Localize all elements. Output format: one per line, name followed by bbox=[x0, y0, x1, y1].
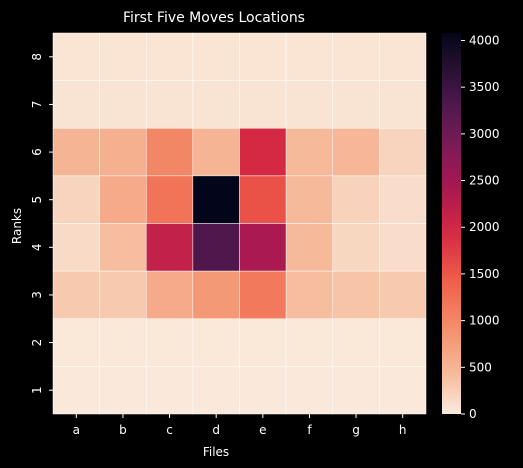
y-tick-label: 8 bbox=[30, 53, 44, 61]
heatmap-cell bbox=[52, 32, 100, 81]
colorbar-tick-label: 1500 bbox=[469, 267, 500, 281]
heatmap-cell bbox=[99, 223, 147, 272]
heatmap-cell bbox=[99, 318, 147, 367]
y-tick-label: 6 bbox=[30, 148, 44, 156]
heatmap-cell bbox=[239, 318, 287, 367]
y-tick-label: 2 bbox=[30, 339, 44, 347]
x-tick-label: f bbox=[307, 423, 312, 437]
colorbar-tick-label: 3000 bbox=[469, 127, 500, 141]
colorbar-ticks: 0 500 1000 1500 2000 2500 3000 3500 4000 bbox=[461, 33, 500, 421]
x-tick-label: b bbox=[119, 423, 127, 437]
heatmap-cell bbox=[146, 175, 194, 224]
x-tick-label: e bbox=[259, 423, 266, 437]
heatmap-cell bbox=[285, 270, 333, 319]
x-tick-label: c bbox=[166, 423, 173, 437]
colorbar bbox=[442, 33, 461, 414]
heatmap-cell bbox=[332, 318, 380, 367]
heatmap-cell bbox=[99, 270, 147, 319]
colorbar-tick-label: 3500 bbox=[469, 80, 500, 94]
heatmap-cell bbox=[285, 175, 333, 224]
x-axis-label: Files bbox=[203, 445, 229, 459]
heatmap-cell bbox=[332, 32, 380, 81]
heatmap-cell bbox=[239, 366, 287, 415]
colorbar-tick-label: 4000 bbox=[469, 33, 500, 47]
heatmap-cell bbox=[285, 366, 333, 415]
heatmap-cell bbox=[146, 270, 194, 319]
heatmap-cell bbox=[285, 80, 333, 129]
heatmap-cell bbox=[285, 318, 333, 367]
y-axis-label: Ranks bbox=[10, 208, 24, 244]
heatmap-cell bbox=[239, 175, 287, 224]
heatmap-cell bbox=[146, 366, 194, 415]
heatmap-cell bbox=[192, 80, 240, 129]
heatmap-cell bbox=[146, 318, 194, 367]
heatmap-cell bbox=[379, 32, 427, 81]
heatmap-cell bbox=[192, 318, 240, 367]
heatmap-cell bbox=[379, 175, 427, 224]
heatmap-cell bbox=[379, 318, 427, 367]
heatmap-cell bbox=[379, 270, 427, 319]
x-tick-label: g bbox=[352, 423, 360, 437]
y-tick-label: 3 bbox=[30, 291, 44, 299]
colorbar-tick-label: 500 bbox=[469, 360, 492, 374]
heatmap-cell bbox=[52, 270, 100, 319]
heatmap-cell bbox=[379, 366, 427, 415]
y-tick-label: 4 bbox=[30, 243, 44, 251]
heatmap-cell bbox=[52, 223, 100, 272]
y-tick-label: 7 bbox=[30, 101, 44, 109]
y-tick-label: 5 bbox=[30, 196, 44, 204]
heatmap-cell bbox=[285, 128, 333, 177]
heatmap-cell bbox=[332, 80, 380, 129]
heatmap-cell bbox=[332, 128, 380, 177]
heatmap-cell bbox=[99, 366, 147, 415]
y-axis-ticks: 8 7 6 5 4 3 2 1 bbox=[30, 53, 53, 394]
chart-title: First Five Moves Locations bbox=[123, 10, 305, 26]
heatmap-cell bbox=[99, 128, 147, 177]
heatmap-cell bbox=[192, 223, 240, 272]
heatmap-cell bbox=[52, 80, 100, 129]
colorbar-tick-label: 0 bbox=[469, 407, 477, 421]
heatmap-cell bbox=[146, 32, 194, 81]
heatmap-cell bbox=[192, 32, 240, 81]
heatmap-cell bbox=[379, 80, 427, 129]
heatmap-cell bbox=[285, 223, 333, 272]
x-tick-label: d bbox=[212, 423, 220, 437]
heatmap-cell bbox=[146, 128, 194, 177]
heatmap-cell bbox=[379, 128, 427, 177]
heatmap-cell bbox=[192, 175, 240, 224]
heatmap-cell bbox=[99, 32, 147, 81]
heatmap-cell bbox=[192, 270, 240, 319]
heatmap-cell bbox=[379, 223, 427, 272]
heatmap-cell bbox=[239, 32, 287, 81]
heatmap-cell bbox=[192, 128, 240, 177]
heatmap-cell bbox=[146, 80, 194, 129]
heatmap-cell bbox=[52, 128, 100, 177]
colorbar-tick-label: 2000 bbox=[469, 220, 500, 234]
heatmap-cell bbox=[99, 80, 147, 129]
heatmap-cell bbox=[146, 223, 194, 272]
x-tick-label: h bbox=[399, 423, 407, 437]
heatmap-cell bbox=[239, 128, 287, 177]
heatmap-cell bbox=[52, 318, 100, 367]
heatmap-cell bbox=[239, 270, 287, 319]
heatmap-cell bbox=[192, 366, 240, 415]
heatmap-cell bbox=[239, 223, 287, 272]
heatmap-cell bbox=[52, 366, 100, 415]
heatmap-cells bbox=[52, 32, 427, 415]
heatmap-cell bbox=[239, 80, 287, 129]
heatmap-cell bbox=[332, 366, 380, 415]
heatmap-cell bbox=[332, 270, 380, 319]
heatmap-cell bbox=[285, 32, 333, 81]
heatmap-cell bbox=[52, 175, 100, 224]
heatmap-cell bbox=[99, 175, 147, 224]
heatmap-cell bbox=[332, 223, 380, 272]
colorbar-tick-label: 1000 bbox=[469, 314, 500, 328]
x-tick-label: a bbox=[73, 423, 80, 437]
y-tick-label: 1 bbox=[30, 386, 44, 394]
heatmap-cell bbox=[332, 175, 380, 224]
colorbar-tick-label: 2500 bbox=[469, 174, 500, 188]
x-axis-ticks: a b c d e f g h bbox=[73, 414, 407, 437]
